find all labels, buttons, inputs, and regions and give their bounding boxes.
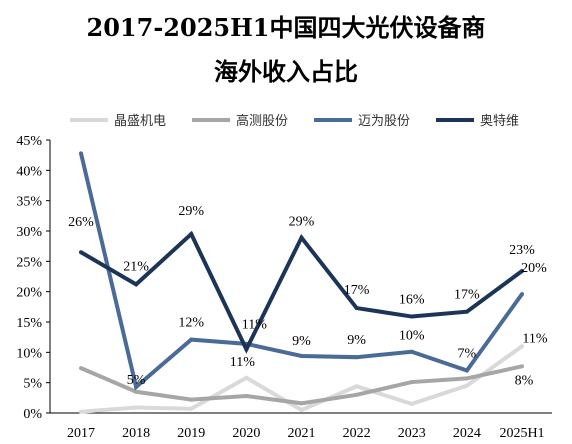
y-tick-label: 5% bbox=[23, 377, 42, 392]
data-point bbox=[520, 269, 524, 274]
series-line bbox=[80, 364, 523, 406]
data-point bbox=[520, 364, 524, 369]
data-labels: 26% 21% 29% 29% 17% 16% 17% 23% 11% 5% 12% 11% 9% 9% 1… bbox=[68, 204, 548, 388]
data-point bbox=[189, 232, 194, 237]
data-point bbox=[79, 366, 83, 371]
x-tick-label: 2022 bbox=[343, 426, 371, 441]
data-point bbox=[520, 344, 524, 349]
data-point bbox=[409, 314, 414, 319]
data-point bbox=[134, 389, 139, 394]
x-tick-label: 2020 bbox=[232, 426, 260, 441]
plot-area bbox=[79, 151, 524, 414]
data-point bbox=[299, 235, 304, 240]
data-label: 8% bbox=[515, 373, 534, 388]
y-tick-label: 10% bbox=[16, 346, 42, 361]
legend-item: 奥特维 bbox=[436, 114, 519, 129]
legend-label: 迈为股份 bbox=[358, 114, 410, 129]
legend-label: 高测股份 bbox=[236, 113, 288, 129]
data-point bbox=[354, 355, 359, 360]
y-tick-label: 40% bbox=[16, 164, 42, 179]
data-label: 20% bbox=[521, 261, 547, 276]
y-tick-label: 25% bbox=[16, 255, 42, 270]
y-tick-label: 35% bbox=[16, 195, 42, 210]
y-tick-label: 20% bbox=[16, 286, 42, 301]
series bbox=[79, 364, 524, 406]
data-point bbox=[134, 282, 139, 287]
chart-title: 2017-2025H1中国四大光伏设备商 bbox=[87, 13, 486, 42]
x-tick-label: 2017 bbox=[67, 426, 95, 441]
data-point bbox=[134, 384, 139, 389]
data-label: 29% bbox=[178, 204, 204, 219]
y-tick-label: 15% bbox=[16, 316, 42, 331]
data-label: 9% bbox=[292, 334, 311, 349]
data-label: 29% bbox=[289, 215, 315, 230]
series bbox=[79, 344, 524, 414]
data-label: 11% bbox=[230, 355, 255, 370]
legend-label: 奥特维 bbox=[480, 114, 519, 129]
legend-item: 晶盛机电 bbox=[70, 114, 166, 129]
data-point bbox=[464, 376, 469, 381]
data-point bbox=[79, 250, 83, 255]
data-point bbox=[244, 347, 249, 352]
data-point bbox=[464, 309, 469, 314]
data-point bbox=[354, 384, 359, 389]
y-tick-label: 45% bbox=[16, 134, 42, 149]
data-point bbox=[409, 380, 414, 385]
x-tick-label: 2025H1 bbox=[499, 426, 544, 441]
data-label: 10% bbox=[399, 329, 425, 344]
data-point bbox=[189, 406, 194, 411]
legend-item: 迈为股份 bbox=[314, 114, 410, 129]
data-point bbox=[409, 401, 414, 406]
x-tick-label: 2024 bbox=[453, 426, 481, 441]
data-point bbox=[134, 405, 139, 410]
y-tick-label: 0% bbox=[23, 407, 42, 422]
x-tick-label: 2023 bbox=[398, 426, 426, 441]
data-point bbox=[299, 353, 304, 358]
data-label: 11% bbox=[522, 331, 547, 346]
data-point bbox=[354, 306, 359, 311]
data-point bbox=[409, 349, 414, 354]
x-tick-label: 2021 bbox=[288, 426, 316, 441]
data-label: 11% bbox=[242, 317, 267, 332]
data-label: 12% bbox=[178, 316, 204, 331]
data-point bbox=[299, 407, 304, 412]
x-tick-label: 2019 bbox=[177, 426, 205, 441]
data-label: 21% bbox=[123, 259, 149, 274]
data-label: 26% bbox=[68, 215, 94, 230]
data-point bbox=[244, 394, 249, 399]
x-axis: 2017 2018 2019 2020 2021 2022 2023 2024 2025H1 bbox=[50, 412, 552, 441]
data-point bbox=[464, 383, 469, 388]
legend-label: 晶盛机电 bbox=[114, 114, 166, 129]
data-point bbox=[189, 397, 194, 402]
data-point bbox=[244, 375, 249, 380]
y-tick-label: 30% bbox=[16, 225, 42, 240]
data-label: 23% bbox=[509, 243, 535, 258]
data-label: 17% bbox=[344, 283, 370, 298]
data-point bbox=[354, 392, 359, 397]
data-label: 17% bbox=[454, 288, 480, 303]
data-point bbox=[79, 409, 83, 414]
data-label: 5% bbox=[127, 373, 146, 388]
data-label: 9% bbox=[347, 333, 366, 348]
x-tick-label: 2018 bbox=[122, 426, 150, 441]
data-point bbox=[299, 401, 304, 406]
data-point bbox=[79, 151, 83, 156]
chart-subtitle: 海外收入占比 bbox=[214, 57, 358, 86]
legend: 晶盛机电 高测股份 迈为股份 奥特维 bbox=[70, 113, 519, 129]
data-point bbox=[464, 368, 469, 373]
data-point bbox=[520, 292, 524, 297]
y-axis: 0% 5% 10% 15% 20% 25% 30% 35% 40% 45% bbox=[16, 134, 51, 422]
series bbox=[79, 230, 524, 354]
data-point bbox=[189, 337, 194, 342]
data-label: 7% bbox=[458, 347, 477, 362]
data-label: 16% bbox=[399, 293, 425, 308]
legend-item: 高测股份 bbox=[192, 113, 288, 129]
